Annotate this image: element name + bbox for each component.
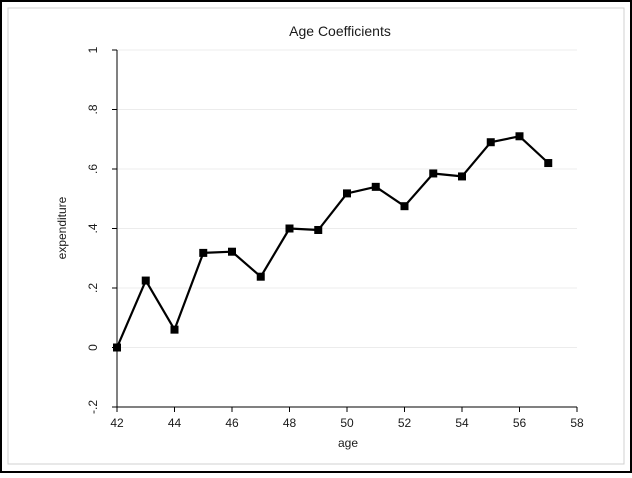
chart-inner-frame <box>7 7 625 465</box>
data-point <box>228 247 236 256</box>
data-point <box>113 343 121 352</box>
data-point <box>343 189 351 198</box>
y-tick-label: .2 <box>86 283 100 293</box>
y-tick-label: .6 <box>86 164 100 174</box>
data-point <box>429 169 438 178</box>
x-axis: 42 44 46 48 50 52 54 56 58 <box>110 406 584 430</box>
y-tick-label: -.2 <box>86 400 100 414</box>
data-point <box>486 138 495 147</box>
y-tick-label: 0 <box>86 344 100 351</box>
x-tick-label: 48 <box>283 416 297 430</box>
x-tick-label: 42 <box>110 416 124 430</box>
y-tick-label: 1 <box>86 46 100 53</box>
chart-title: Age Coefficients <box>289 23 391 39</box>
y-axis-label: expenditure <box>55 196 69 259</box>
x-tick-label: 54 <box>455 416 469 430</box>
x-tick-label: 44 <box>168 416 182 430</box>
data-point <box>141 276 150 285</box>
data-point <box>314 225 323 234</box>
data-point <box>170 325 179 334</box>
data-point <box>256 272 265 281</box>
x-tick-label: 50 <box>340 416 354 430</box>
series-group <box>113 132 553 352</box>
data-point <box>544 159 553 168</box>
x-tick-label: 46 <box>225 416 239 430</box>
x-tick-label: 56 <box>513 416 527 430</box>
y-tick-label: .4 <box>86 223 100 233</box>
data-point <box>515 132 524 141</box>
x-tick-label: 58 <box>570 416 584 430</box>
x-axis-label: age <box>338 436 358 450</box>
data-point <box>285 224 294 233</box>
x-tick-label: 52 <box>398 416 412 430</box>
y-axis: -.2 0 .2 .4 .6 .8 1 <box>86 46 118 414</box>
data-point <box>458 172 466 181</box>
data-point <box>371 182 380 191</box>
y-tick-label: .8 <box>86 104 100 114</box>
series-line <box>115 135 550 348</box>
data-point <box>199 248 208 257</box>
data-point <box>400 202 409 211</box>
